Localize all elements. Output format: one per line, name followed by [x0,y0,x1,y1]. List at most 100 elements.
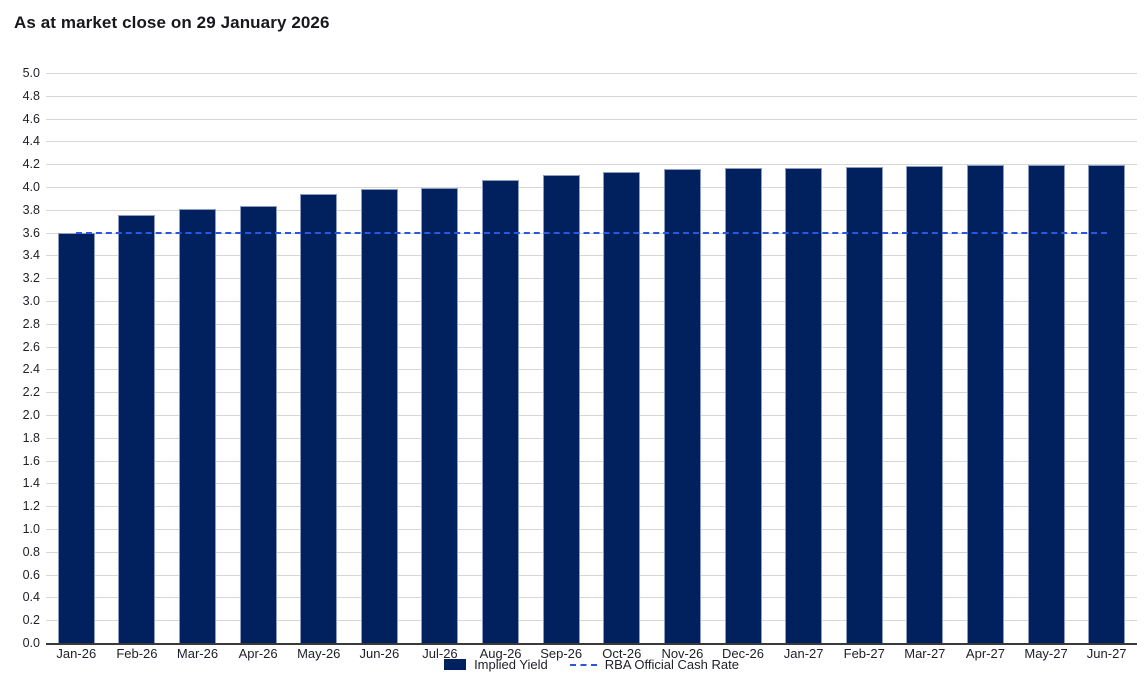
gridline [46,73,1137,74]
gridline [46,574,1137,576]
bar-apr-26 [239,206,277,643]
bar-slot [228,73,289,643]
gridline [46,620,1137,622]
y-tick-label: 0.4 [22,590,40,605]
bar-slot [107,73,168,643]
y-tick-label: 0.6 [22,567,40,582]
bar-may-27 [1027,165,1065,643]
x-tick-label: Oct-26 [602,646,642,661]
legend-implied-yield-label: Implied Yield [474,657,548,672]
x-tick-label: May-26 [297,646,341,661]
gridline [46,551,1137,553]
y-tick-label: 0.8 [22,544,40,559]
chart-title: As at market close on 29 January 2026 [14,13,330,32]
y-tick-label: 3.0 [22,294,40,308]
x-tick-label: May-27 [1024,646,1068,661]
x-tick-label: Jan-26 [56,646,97,661]
bar-jan-26 [57,232,95,643]
bar-jul-26 [421,187,459,643]
bar-sep-26 [542,175,580,643]
gridline [46,483,1137,485]
x-tick-label: Apr-26 [238,646,278,661]
y-tick-label: 3.4 [22,248,40,263]
bar-slot [410,73,471,643]
bar-feb-26 [118,214,156,643]
y-tick-label: 2.2 [22,385,40,400]
cash-rate-dashed-icon [569,663,597,666]
gridline [46,209,1137,211]
x-axis-labels: Jan-26 Feb-26 Mar-26 Apr-26 May-26 Jun-26 Jul-… [46,646,1137,661]
bar-oct-26 [603,172,641,643]
bar-slot [1016,73,1077,643]
bar-slot [531,73,592,643]
bar-may-26 [300,194,338,643]
y-tick-label: 4.0 [22,180,40,194]
bar-aug-26 [482,180,520,643]
gridline [46,141,1137,143]
bar-nov-26 [663,169,701,643]
x-tick-label: Feb-26 [116,646,158,661]
cash-rate-dashed-line [76,231,1107,234]
y-tick-label: 4.2 [22,157,40,172]
x-tick-label: Mar-27 [904,646,946,661]
gridline [46,415,1137,416]
x-tick-label: Aug-26 [479,646,522,661]
y-tick-label: 5.0 [22,66,40,80]
bar-slot [955,73,1016,643]
gridline [46,301,1137,302]
y-tick-label: 2.6 [22,339,40,354]
gridline [46,187,1137,188]
gridline [46,437,1137,439]
y-tick-label: 3.6 [22,225,40,240]
y-tick-label: 3.8 [22,202,40,217]
bar-dec-26 [724,168,762,643]
gridline [46,369,1137,371]
bar-jun-27 [1088,165,1126,643]
y-tick-label: 4.8 [22,88,40,103]
x-tick-label: Sep-26 [540,646,583,661]
x-tick-label: Apr-27 [965,646,1005,661]
x-tick-label: Jul-26 [422,646,458,661]
y-axis-labels: 5.0 4.8 4.6 4.4 4.2 4.0 3.8 3.6 3.4 3.2 3.0 2.8 2.6 2… [0,66,40,650]
bars [46,73,1137,643]
bar-slot [591,73,652,643]
gridline [46,95,1137,97]
gridline [46,255,1137,257]
y-tick-label: 2.4 [22,362,40,377]
gridline [46,597,1137,599]
y-tick-label: 1.4 [22,476,40,491]
y-tick-label: 2.0 [22,408,40,422]
y-tick-label: 2.8 [22,316,40,331]
bar-mar-26 [179,209,217,643]
gridline [46,460,1137,462]
x-tick-label: Jun-26 [359,646,400,661]
gridline [46,506,1137,508]
gridline [46,346,1137,348]
bar-jun-26 [360,188,398,643]
bar-slot [167,73,228,643]
plot-area [46,73,1137,645]
bar-slot [895,73,956,643]
gridline [46,164,1137,166]
y-tick-label: 4.6 [22,111,40,126]
bar-slot [652,73,713,643]
bar-slot [349,73,410,643]
bar-feb-27 [845,167,883,643]
x-tick-label: Jan-27 [783,646,824,661]
bar-slot [1076,73,1137,643]
x-tick-label: Dec-26 [722,646,764,661]
y-tick-label: 3.2 [22,271,40,286]
bar-apr-27 [966,165,1004,643]
gridline [46,118,1137,120]
legend-cash-rate-label: RBA Official Cash Rate [604,657,739,672]
y-tick-label: 1.0 [22,522,40,536]
gridline [46,278,1137,280]
y-tick-label: 1.8 [22,430,40,445]
x-tick-label: Jun-27 [1086,646,1127,661]
bar-slot [288,73,349,643]
bar-slot [713,73,774,643]
y-tick-label: 0.0 [22,636,40,650]
y-tick-label: 4.4 [22,134,40,149]
y-tick-label: 1.6 [22,453,40,468]
